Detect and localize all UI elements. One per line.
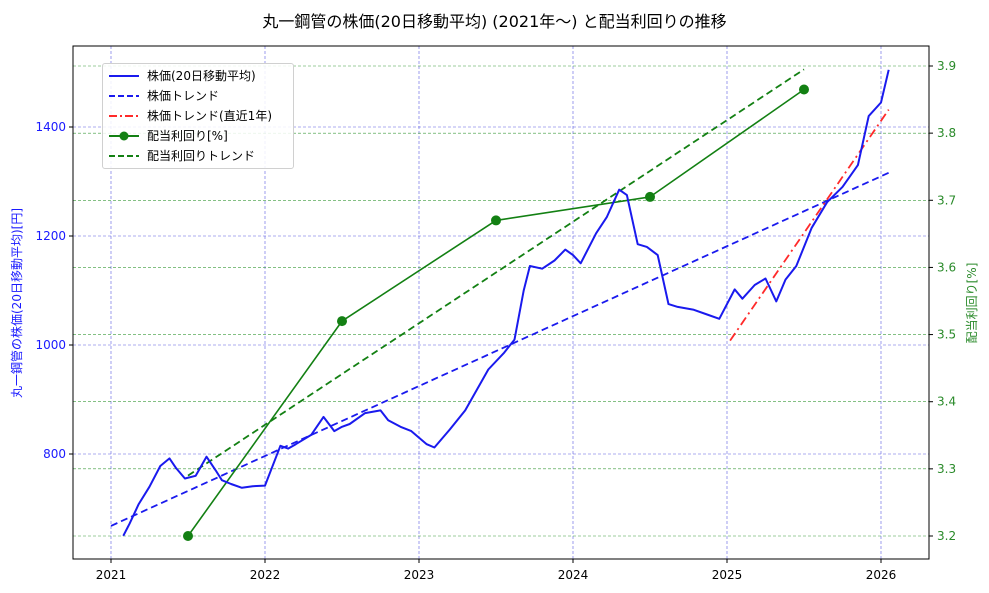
right-axis-label: 配当利回り[%] — [965, 263, 979, 344]
right-tick-label: 3.4 — [937, 395, 956, 409]
line-marker-icon — [109, 131, 139, 141]
legend: 株価(20日移動平均) 株価トレンド 株価トレンド(直近1年) 配当利回り[%]… — [102, 63, 294, 169]
left-tick-label: 1000 — [35, 338, 66, 352]
right-tick-label: 3.6 — [937, 260, 956, 274]
legend-item-yield: 配当利回り[%] — [103, 127, 293, 145]
left-y-axis: 800 1000 1200 1400 — [35, 120, 73, 461]
solid-line-icon — [109, 75, 139, 77]
right-tick-label: 3.9 — [937, 59, 956, 73]
yield-marker — [337, 316, 347, 327]
legend-item-yield-trend: 配当利回りトレンド — [103, 147, 293, 165]
left-tick-label: 800 — [43, 447, 66, 461]
x-axis: 2021 2022 2023 2024 2025 2026 — [96, 559, 897, 582]
left-tick-label: 1200 — [35, 229, 66, 243]
right-tick-label: 3.3 — [937, 462, 956, 476]
yield-marker — [799, 84, 809, 95]
right-tick-label: 3.7 — [937, 193, 956, 207]
right-tick-label: 3.2 — [937, 529, 956, 543]
right-tick-label: 3.8 — [937, 126, 956, 140]
dashed-line-icon — [109, 155, 139, 157]
x-tick-label: 2026 — [866, 568, 897, 582]
legend-label: 配当利回りトレンド — [147, 149, 256, 163]
dashed-line-icon — [109, 95, 139, 97]
chart-title: 丸一鋼管の株価(20日移動平均) (2021年〜) と配当利回りの推移 — [262, 12, 727, 31]
legend-item-price-trend: 株価トレンド — [103, 87, 293, 105]
price-line — [122, 69, 890, 537]
plot-frame — [72, 45, 930, 560]
x-tick-label: 2023 — [404, 568, 435, 582]
left-tick-label: 1400 — [35, 120, 66, 134]
legend-item-price: 株価(20日移動平均) — [103, 67, 293, 85]
price-trend-line — [110, 171, 890, 527]
x-tick-label: 2024 — [558, 568, 589, 582]
legend-label: 株価トレンド — [147, 89, 220, 103]
x-tick-label: 2025 — [712, 568, 743, 582]
dashdot-line-icon — [109, 115, 139, 117]
x-tick-label: 2022 — [250, 568, 281, 582]
recent-trend-line — [729, 109, 890, 342]
right-y-axis: 3.2 3.3 3.4 3.5 3.6 3.7 3.8 3.9 — [929, 59, 956, 543]
yield-trend-line — [187, 68, 805, 477]
legend-label: 株価(20日移動平均) — [147, 69, 256, 83]
left-axis-label: 丸一鋼管の株価(20日移動平均)[円] — [9, 208, 24, 398]
yield-marker — [491, 215, 501, 226]
x-tick-label: 2021 — [96, 568, 127, 582]
yield-marker — [183, 531, 193, 541]
series-layer — [110, 68, 890, 541]
yield-marker — [645, 191, 655, 202]
legend-label: 配当利回り[%] — [147, 129, 228, 143]
legend-label: 株価トレンド(直近1年) — [147, 109, 272, 123]
legend-item-recent-trend: 株価トレンド(直近1年) — [103, 107, 293, 125]
right-tick-label: 3.5 — [937, 328, 956, 342]
